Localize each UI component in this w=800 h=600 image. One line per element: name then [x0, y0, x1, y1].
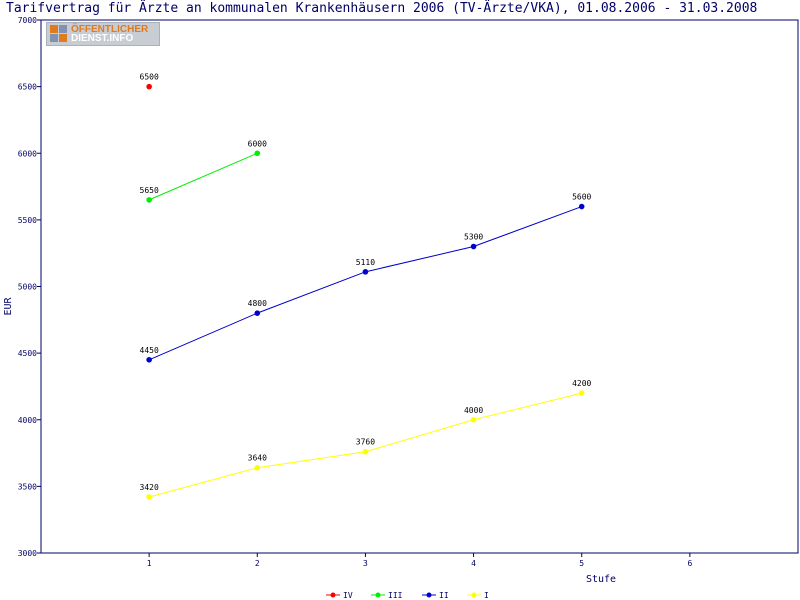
series-line-iii: [148, 152, 258, 201]
x-tick-label: 1: [147, 559, 152, 568]
data-point-i: [146, 494, 152, 500]
data-label: 4000: [464, 406, 483, 415]
legend-label-iv: IV: [343, 591, 353, 600]
x-tick-label: 5: [579, 559, 584, 568]
data-label: 5110: [356, 258, 375, 267]
data-point-i: [470, 416, 477, 423]
logo-text: ÖFFENTLICHER DIENST.INFO: [71, 24, 149, 44]
data-point-ii: [362, 269, 369, 275]
y-axis-label: EUR: [3, 296, 14, 315]
legend-marker-ii: [426, 592, 432, 598]
data-point-ii: [470, 243, 477, 250]
legend-label-ii: II: [439, 591, 449, 600]
data-label: 6000: [248, 139, 267, 148]
data-label: 4450: [140, 346, 159, 355]
data-point-ii: [578, 203, 585, 210]
data-point-ii: [254, 310, 261, 316]
data-point-iii: [146, 197, 152, 203]
y-tick-label: 4000: [18, 416, 37, 425]
logo-icon: [50, 25, 68, 43]
chart-title: Tarifvertrag für Ärzte an kommunalen Kra…: [6, 1, 758, 16]
data-point-i: [578, 390, 585, 396]
y-tick-label: 7000: [18, 16, 37, 25]
logo-line-1: ÖFFENTLICHER: [71, 24, 149, 35]
data-label: 6500: [140, 73, 159, 82]
y-tick-label: 6000: [18, 149, 37, 158]
y-tick-label: 4500: [18, 349, 37, 358]
data-point-iv: [146, 83, 152, 90]
x-tick-label: 4: [471, 559, 476, 568]
data-label: 4800: [248, 299, 267, 308]
legend-marker-iv: [330, 592, 336, 598]
data-label: 5650: [140, 186, 159, 195]
data-label: 3420: [140, 483, 159, 492]
y-tick-label: 5000: [18, 283, 37, 292]
data-label: 5300: [464, 233, 483, 242]
x-tick-label: 2: [255, 559, 260, 568]
data-label: 3640: [248, 454, 267, 463]
x-tick-label: 6: [687, 559, 692, 568]
data-label: 5600: [572, 193, 591, 202]
x-axis-label: Stufe: [586, 574, 616, 585]
data-point-iii: [254, 150, 261, 157]
y-tick-label: 6500: [18, 83, 37, 92]
legend-marker-i: [471, 592, 477, 598]
y-tick-label: 3500: [18, 482, 37, 491]
site-logo: ÖFFENTLICHER DIENST.INFO: [46, 22, 160, 46]
data-point-i: [254, 464, 261, 471]
x-tick-label: 3: [363, 559, 368, 568]
y-tick-label: 5500: [18, 216, 37, 225]
data-point-ii: [146, 356, 152, 363]
legend-label-iii: III: [388, 591, 403, 600]
series-line-ii: [148, 206, 582, 361]
data-label: 4200: [572, 379, 591, 388]
data-point-i: [362, 448, 369, 455]
plot-frame: [40, 19, 799, 554]
legend-marker-iii: [375, 592, 381, 598]
data-label: 3760: [356, 438, 375, 447]
y-tick-label: 3000: [18, 549, 37, 558]
legend-label-i: I: [484, 591, 489, 600]
logo-line-2: DIENST.INFO: [71, 33, 134, 44]
